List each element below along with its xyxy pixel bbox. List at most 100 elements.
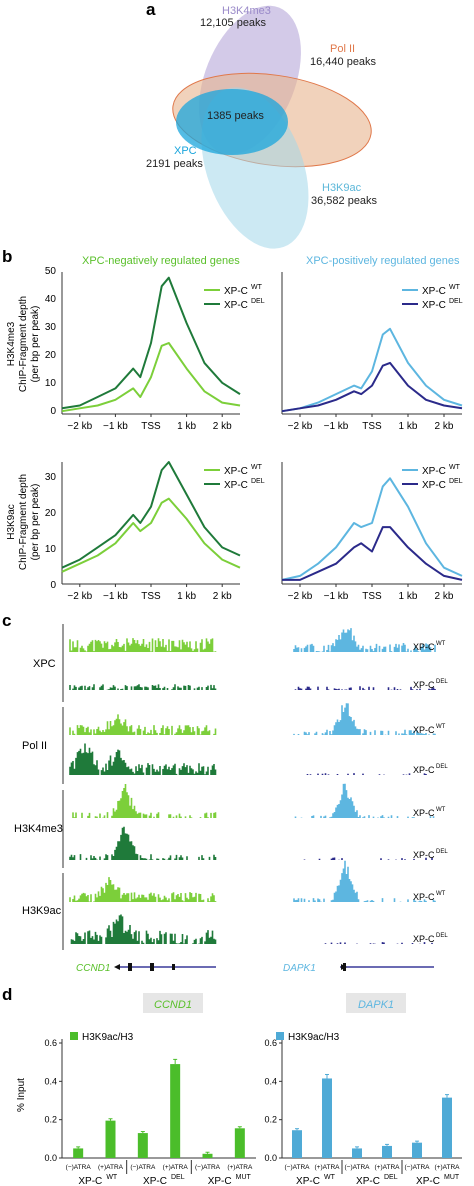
- condition-label-ccnd1: (+)ATRA: [163, 1164, 189, 1171]
- bar-dapk1: [382, 1145, 392, 1158]
- track-signal: [303, 857, 433, 860]
- genome-tracks: [69, 628, 436, 944]
- track-signal: [293, 628, 436, 652]
- bar-ccnd1: [202, 1153, 213, 1158]
- track-label-sup: WT: [436, 724, 446, 730]
- legend-right-bottom: XP-C WT XP-C DEL: [402, 464, 463, 491]
- svg-text:20: 20: [45, 350, 57, 361]
- track-label-sup: WT: [436, 891, 446, 897]
- bar-dapk1: [292, 1130, 302, 1158]
- legend-left-top: XP-C WT XP-C DEL: [204, 284, 265, 311]
- x-tick-label-h3k4me3-neg: 2 kb: [213, 421, 232, 432]
- x-tick-label-h3k4me3-neg: 1 kb: [177, 421, 196, 432]
- track-label-sup: WT: [436, 641, 446, 647]
- svg-text:DEL: DEL: [251, 298, 265, 305]
- ylabel-h3k9ac: H3K9ac ChIP-Fragment depth (per bp per p…: [6, 474, 41, 570]
- track-label-xpc: XPC: [33, 658, 56, 670]
- bar-dapk1: [412, 1142, 422, 1158]
- svg-text:30: 30: [45, 322, 57, 333]
- track-signal: [294, 783, 435, 818]
- condition-label-dapk1: (+)ATRA: [435, 1164, 461, 1171]
- bar-dapk1: [352, 1148, 362, 1158]
- x-tick-label-h3k9ac-neg: 2 kb: [213, 591, 232, 602]
- svg-text:DEL: DEL: [449, 478, 463, 485]
- x-tick-label-h3k9ac-neg: TSS: [141, 591, 161, 602]
- condition-label-dapk1: (−)ATRA: [345, 1164, 371, 1171]
- profile-line-h3k9ac-neg-del: [61, 461, 241, 569]
- track-signal: [69, 684, 217, 690]
- profile-line-h3k9ac-pos-wt: [281, 477, 463, 581]
- group-label-ccnd1: XP-C: [143, 1176, 167, 1186]
- condition-label-ccnd1: (+)ATRA: [98, 1164, 124, 1171]
- x-tick-label-h3k9ac-neg: 1 kb: [177, 591, 196, 602]
- x-tick-label-h3k9ac-neg: −2 kb: [67, 591, 92, 602]
- condition-label-ccnd1: (−)ATRA: [195, 1164, 221, 1171]
- track-signal: [324, 942, 433, 944]
- x-tick-label-h3k4me3-pos: TSS: [362, 421, 382, 432]
- profile-line-h3k4me3-pos-del: [281, 361, 463, 413]
- d-legend-left: H3K9ac/H3: [70, 1032, 134, 1043]
- profile-line-h3k4me3-pos-wt: [281, 327, 463, 413]
- group-label-sup-ccnd1: MUT: [236, 1174, 252, 1181]
- left-profile-title: XPC-negatively regulated genes: [82, 255, 240, 267]
- track-signal: [72, 784, 217, 818]
- x-tick-label-h3k9ac-pos: −2 kb: [288, 591, 313, 602]
- gene-label-ccnd1: CCND1: [76, 963, 110, 974]
- venn-xpc: [176, 89, 288, 155]
- gene-label-dapk1: DAPK1: [283, 963, 316, 974]
- svg-text:H3K9ac/H3: H3K9ac/H3: [288, 1032, 340, 1043]
- group-label-sup-ccnd1: WT: [106, 1174, 118, 1181]
- track-label-del: XP-C: [413, 934, 435, 944]
- svg-text:DEL: DEL: [449, 298, 463, 305]
- y-tick-label-ccnd1: 0.2: [44, 1115, 57, 1125]
- track-signal: [69, 714, 217, 735]
- gene-model-ccnd1: [114, 963, 216, 971]
- x-tick-label-h3k9ac-pos: 2 kb: [435, 591, 454, 602]
- dapk1-header-box: [346, 993, 406, 1013]
- x-tick-label-h3k4me3-pos: −2 kb: [288, 421, 313, 432]
- group-label-sup-dapk1: DEL: [384, 1174, 398, 1181]
- gene-model-dapk1: [340, 963, 434, 971]
- svg-text:XP-C: XP-C: [422, 480, 446, 491]
- svg-text:(per bp per peak): (per bp per peak): [30, 306, 41, 383]
- svg-text:H3K9ac: H3K9ac: [6, 504, 17, 540]
- track-label-sup: DEL: [436, 933, 448, 939]
- y-tick-label-dapk1: 0.6: [264, 1038, 277, 1048]
- y-tick-label-dapk1: 0.2: [264, 1115, 277, 1125]
- svg-text:10: 10: [45, 544, 57, 555]
- track-signal: [70, 914, 217, 944]
- y-tick-label-ccnd1: 0.6: [44, 1038, 57, 1048]
- svg-text:40: 40: [45, 294, 57, 305]
- svg-text:XP-C: XP-C: [224, 286, 248, 297]
- legend-left-bottom: XP-C WT XP-C DEL: [204, 464, 265, 491]
- svg-text:WT: WT: [449, 284, 461, 291]
- track-label-del: XP-C: [413, 680, 435, 690]
- panel-d-letter: d: [2, 985, 12, 1004]
- x-tick-label-h3k4me3-pos: 2 kb: [435, 421, 454, 432]
- pol2-label: Pol II: [330, 43, 355, 55]
- y-tick-label-ccnd1: 0.4: [44, 1076, 57, 1086]
- track-signal: [293, 703, 436, 735]
- ccnd1-header-box: [143, 993, 203, 1013]
- track-label-sup: DEL: [436, 849, 448, 855]
- track-label-del: XP-C: [413, 765, 435, 775]
- svg-text:50: 50: [45, 266, 57, 277]
- panel-c-letter: c: [2, 611, 11, 630]
- svg-text:H3K4me3: H3K4me3: [6, 321, 17, 366]
- svg-text:ChIP-Fragment depth: ChIP-Fragment depth: [18, 474, 29, 570]
- track-label-wt: XP-C: [413, 892, 435, 902]
- group-label-dapk1: XP-C: [416, 1176, 440, 1186]
- profile-line-h3k4me3-neg-wt: [61, 342, 241, 413]
- track-signal: [69, 826, 217, 860]
- condition-label-ccnd1: (−)ATRA: [66, 1164, 92, 1171]
- h3k4me3-peaks: 12,105 peaks: [200, 17, 267, 29]
- right-profile-title: XPC-positively regulated genes: [306, 255, 460, 267]
- xpc-label: XPC: [174, 145, 197, 157]
- track-label-wt: XP-C: [413, 725, 435, 735]
- track-signal: [69, 743, 217, 775]
- condition-label-dapk1: (+)ATRA: [375, 1164, 401, 1171]
- y-tick-label-dapk1: 0.0: [264, 1153, 277, 1163]
- svg-text:XP-C: XP-C: [224, 300, 248, 311]
- svg-text:20: 20: [45, 508, 57, 519]
